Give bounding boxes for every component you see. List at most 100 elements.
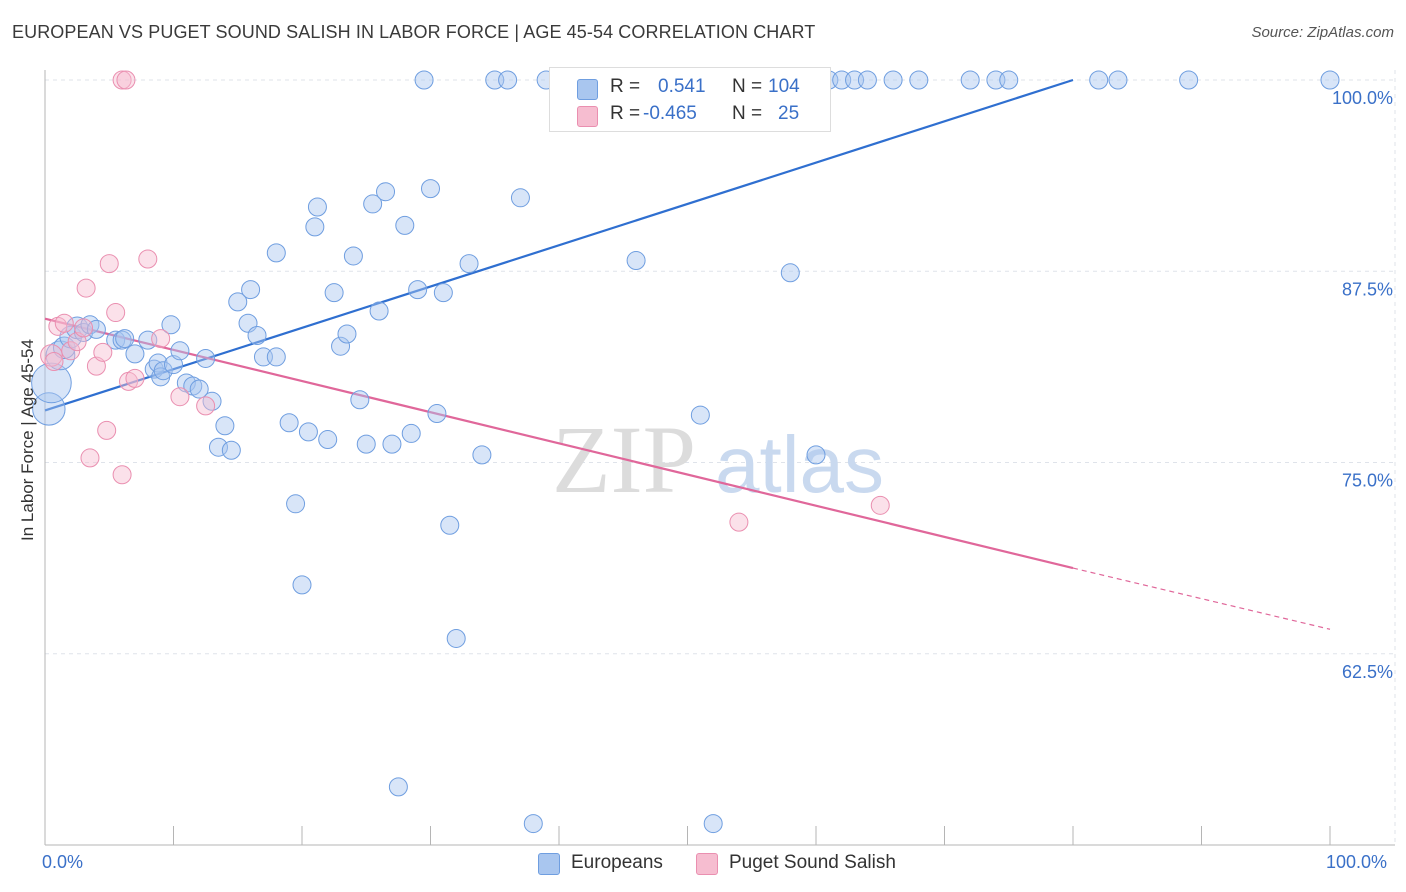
data-point-european: [286, 494, 306, 514]
data-point-european: [153, 361, 173, 381]
trend-line-salish: [44, 317, 1074, 570]
data-point-european: [440, 515, 460, 535]
data-point-european: [857, 70, 877, 90]
data-point-european: [215, 416, 235, 436]
y-tick-label: 100.0%: [1332, 88, 1393, 108]
data-point-european: [369, 301, 389, 321]
legend-r-label: R =: [610, 103, 641, 124]
data-point-european: [376, 182, 396, 202]
trend-line-europeans: [44, 78, 1074, 412]
legend-n-value-salish: 25: [778, 103, 800, 124]
source-credit: Source: ZipAtlas.com: [1251, 24, 1394, 41]
y-tick-label: 87.5%: [1342, 279, 1393, 299]
data-point-salish: [93, 342, 113, 362]
data-point-european: [960, 70, 980, 90]
data-point-european: [459, 254, 479, 274]
data-point-european: [690, 405, 710, 425]
x-tick-min: 0.0%: [42, 852, 84, 872]
data-point-european: [247, 326, 267, 346]
data-point-salish: [74, 318, 94, 338]
data-point-european: [401, 423, 421, 443]
bottom-legend-swatch-salish: [696, 853, 718, 875]
data-point-salish: [61, 341, 81, 361]
data-point-european: [221, 440, 241, 460]
data-point-european: [298, 422, 318, 442]
axis-ticks: [44, 826, 1331, 845]
data-point-european: [307, 197, 327, 217]
data-point-european: [337, 324, 357, 344]
data-point-european: [305, 217, 325, 237]
data-point-european: [31, 362, 72, 404]
data-point-european: [324, 283, 344, 303]
data-point-european: [331, 336, 351, 356]
data-point-european: [1108, 70, 1128, 90]
data-point-european: [266, 243, 286, 263]
bottom-legend-swatch-europeans: [538, 853, 560, 875]
stats-legend: R = 0.541 N = 104 R = -0.465 N = 25: [549, 67, 831, 132]
data-point-european: [523, 814, 543, 834]
trend-line-extension-salish: [1072, 567, 1331, 630]
legend-swatch-salish: [577, 106, 598, 127]
data-point-european: [74, 322, 94, 342]
data-point-european: [446, 628, 466, 648]
data-point-european: [421, 179, 440, 199]
data-point-salish: [112, 465, 132, 485]
data-point-european: [472, 445, 492, 465]
data-point-european: [189, 379, 209, 399]
data-point-european: [292, 575, 312, 595]
data-point-salish: [116, 70, 136, 90]
data-point-european: [266, 347, 286, 367]
data-point-european: [32, 392, 66, 426]
y-tick-label: 62.5%: [1342, 662, 1393, 682]
data-point-european: [318, 430, 338, 450]
data-point-european: [382, 434, 402, 454]
data-point-european: [408, 280, 428, 300]
y-tick-labels: 100.0% 87.5% 75.0% 62.5%: [1332, 88, 1393, 682]
bottom-legend-label-europeans: Europeans: [571, 852, 663, 873]
data-point-salish: [80, 448, 100, 468]
data-point-european: [343, 246, 363, 266]
legend-r-value-europeans: 0.541: [658, 76, 706, 97]
data-point-european: [350, 390, 370, 410]
data-point-european: [909, 70, 929, 90]
y-axis-label-wrap: In Labor Force | Age 45-54: [18, 300, 40, 580]
data-point-salish: [151, 329, 171, 349]
data-point-salish: [40, 344, 63, 367]
data-point-salish: [97, 420, 117, 440]
data-point-european: [363, 194, 383, 214]
data-point-european: [1179, 70, 1199, 90]
data-point-european: [228, 292, 248, 312]
data-point-european: [703, 814, 723, 834]
bottom-legend-europeans: Europeans: [538, 852, 678, 876]
data-point-salish: [729, 512, 749, 532]
data-point-salish: [44, 352, 64, 372]
data-point-european: [1089, 70, 1109, 90]
legend-swatch-europeans: [577, 79, 598, 100]
data-point-european: [510, 188, 530, 208]
data-point-european: [279, 413, 299, 433]
y-axis-label: In Labor Force | Age 45-54: [18, 339, 37, 541]
legend-n-label: N =: [732, 76, 763, 97]
data-point-salish: [76, 278, 96, 298]
data-point-salish: [138, 249, 158, 269]
axes: [44, 70, 1395, 846]
data-point-european: [241, 280, 261, 300]
data-point-european: [388, 777, 408, 797]
data-point-salish: [99, 254, 119, 274]
legend-row-europeans: R = 0.541 N = 104: [550, 74, 830, 102]
data-point-european: [806, 445, 826, 465]
data-point-european: [208, 437, 228, 457]
data-point-european: [883, 70, 903, 90]
bottom-legend-label-salish: Puget Sound Salish: [729, 852, 896, 873]
data-point-european: [356, 434, 376, 454]
data-point-salish: [125, 368, 145, 388]
data-point-european: [125, 344, 145, 364]
data-point-european: [1320, 70, 1340, 90]
data-point-salish: [106, 303, 126, 323]
legend-r-value-salish: -0.465: [643, 103, 697, 124]
data-point-european: [414, 70, 434, 90]
bottom-legend-salish: Puget Sound Salish: [696, 852, 916, 876]
y-tick-label: 75.0%: [1342, 471, 1393, 491]
data-point-european: [498, 70, 518, 90]
watermark: ZIP atlas: [552, 406, 884, 513]
